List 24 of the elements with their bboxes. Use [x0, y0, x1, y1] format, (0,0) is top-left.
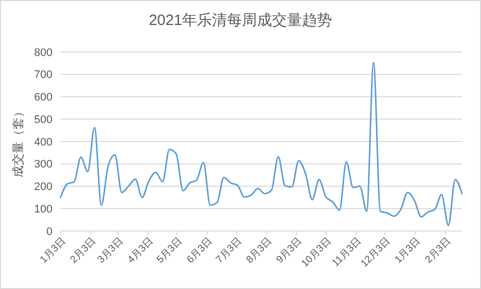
- y-tick-label: 500: [34, 114, 52, 126]
- line-series: [60, 62, 463, 226]
- x-tick-label: 3月3日: [96, 236, 126, 266]
- x-tick-label: 4月3日: [126, 236, 156, 266]
- x-tick-label: 5月3日: [154, 236, 185, 266]
- x-tick-label: 7月3日: [214, 236, 244, 266]
- y-tick-label: 800: [34, 46, 52, 59]
- chart-title: 2021年乐清每周成交量趋势: [148, 12, 332, 29]
- x-tick-label: 2月3日: [423, 236, 454, 266]
- y-tick-label: 100: [34, 203, 52, 216]
- y-tick-label: 200: [34, 181, 52, 194]
- x-tick-label: 6月3日: [185, 236, 215, 266]
- y-tick-label: 700: [34, 69, 52, 82]
- y-tick-label: 400: [34, 136, 52, 148]
- x-tick-label: 12月3日: [359, 236, 393, 270]
- x-tick-label: 1月3日: [38, 236, 68, 266]
- x-tick-label: 1月3日: [393, 236, 423, 266]
- y-tick-label: 600: [34, 92, 52, 104]
- x-tick-label: 10月3日: [300, 236, 334, 270]
- x-tick-label: 2月3日: [68, 236, 98, 266]
- y-tick-label: 0: [46, 226, 52, 238]
- y-axis-title: 成交量（套）: [11, 106, 25, 178]
- x-tick-label: 8月3日: [244, 236, 274, 266]
- y-tick-label: 300: [34, 158, 52, 171]
